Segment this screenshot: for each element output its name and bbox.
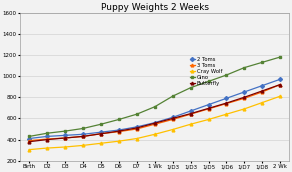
Cray Wolf xyxy=(63,146,67,148)
Line: Butterfly: Butterfly xyxy=(28,83,282,143)
Gino xyxy=(153,106,157,108)
2 Toms xyxy=(81,133,85,135)
3 Toms xyxy=(63,137,67,139)
Butterfly xyxy=(135,127,139,129)
3 Toms xyxy=(135,128,139,130)
Gino xyxy=(81,127,85,130)
Gino xyxy=(117,119,121,121)
Gino xyxy=(27,135,31,137)
3 Toms xyxy=(99,133,103,135)
Gino xyxy=(135,113,139,115)
2 Toms xyxy=(207,104,210,106)
Gino xyxy=(63,130,67,132)
Butterfly xyxy=(99,133,103,135)
Gino xyxy=(45,132,49,134)
Butterfly xyxy=(27,141,31,143)
2 Toms xyxy=(45,135,49,137)
2 Toms xyxy=(225,97,228,99)
Butterfly xyxy=(225,102,228,104)
Legend: 2 Toms, 3 Toms, Cray Wolf, Gino, Butterfly: 2 Toms, 3 Toms, Cray Wolf, Gino, Butterf… xyxy=(190,57,222,86)
2 Toms xyxy=(153,122,157,124)
Butterfly xyxy=(81,135,85,137)
Cray Wolf xyxy=(189,123,192,125)
Butterfly xyxy=(153,122,157,124)
Cray Wolf xyxy=(27,149,31,151)
3 Toms xyxy=(225,103,228,105)
Gino xyxy=(99,123,103,125)
Cray Wolf xyxy=(45,147,49,149)
3 Toms xyxy=(207,108,210,110)
Gino xyxy=(225,74,228,76)
2 Toms xyxy=(260,85,264,87)
2 Toms xyxy=(99,131,103,133)
Line: Cray Wolf: Cray Wolf xyxy=(28,95,282,151)
Cray Wolf xyxy=(153,133,157,135)
Gino xyxy=(279,56,282,58)
Title: Puppy Weights 2 Weeks: Puppy Weights 2 Weeks xyxy=(101,3,209,12)
Cray Wolf xyxy=(99,142,103,144)
3 Toms xyxy=(81,135,85,137)
Gino xyxy=(189,87,192,89)
2 Toms xyxy=(117,129,121,131)
Butterfly xyxy=(117,130,121,132)
Butterfly xyxy=(260,90,264,92)
Cray Wolf xyxy=(243,108,246,110)
Cray Wolf xyxy=(207,119,210,121)
Line: Gino: Gino xyxy=(28,56,282,138)
Cray Wolf xyxy=(225,113,228,115)
2 Toms xyxy=(243,91,246,93)
Butterfly xyxy=(45,139,49,141)
3 Toms xyxy=(153,123,157,125)
3 Toms xyxy=(171,119,174,121)
2 Toms xyxy=(27,137,31,139)
Cray Wolf xyxy=(171,128,174,131)
3 Toms xyxy=(117,131,121,133)
3 Toms xyxy=(243,97,246,99)
Butterfly xyxy=(279,83,282,85)
Gino xyxy=(260,61,264,63)
Butterfly xyxy=(207,107,210,109)
Cray Wolf xyxy=(260,101,264,104)
2 Toms xyxy=(279,78,282,80)
Cray Wolf xyxy=(117,140,121,142)
Cray Wolf xyxy=(279,95,282,97)
2 Toms xyxy=(135,126,139,128)
2 Toms xyxy=(171,116,174,118)
3 Toms xyxy=(260,91,264,93)
Butterfly xyxy=(171,117,174,119)
Gino xyxy=(243,67,246,69)
Line: 3 Toms: 3 Toms xyxy=(28,83,282,142)
Butterfly xyxy=(63,137,67,139)
Gino xyxy=(171,95,174,97)
2 Toms xyxy=(189,110,192,112)
Cray Wolf xyxy=(135,137,139,139)
Butterfly xyxy=(243,96,246,98)
3 Toms xyxy=(279,83,282,85)
3 Toms xyxy=(27,140,31,142)
3 Toms xyxy=(45,138,49,140)
2 Toms xyxy=(63,134,67,136)
Line: 2 Toms: 2 Toms xyxy=(28,78,282,140)
Cray Wolf xyxy=(81,144,85,146)
Butterfly xyxy=(189,113,192,115)
3 Toms xyxy=(189,113,192,115)
Gino xyxy=(207,80,210,82)
